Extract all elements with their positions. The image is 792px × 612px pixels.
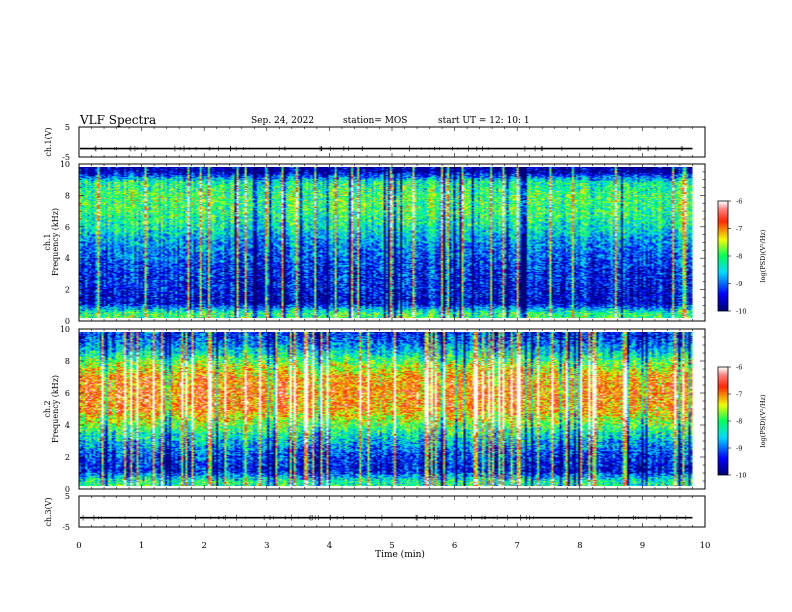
y-tick-label: 2 (65, 453, 70, 462)
colorbar-tick-label: -10 (736, 308, 746, 316)
y-tick-label: 10 (60, 160, 70, 169)
ch2-colorbar-ticks: -6 -7 -8 -9 -10 (728, 364, 746, 480)
colorbar-tick-label: -10 (736, 472, 746, 480)
ch2-spectrogram-channel-label: ch.2 (43, 400, 52, 417)
ch2-spectrogram-ylabel: Frequency (kHz) (51, 375, 60, 443)
y-tick-label: 0 (65, 485, 70, 494)
ch3-ytick-top: 5 (65, 492, 70, 501)
ch1-ytick-top: 5 (65, 123, 70, 132)
y-tick-label: 0 (65, 317, 70, 326)
start-time-label: start UT = 12: 10: 1 (438, 116, 530, 126)
ch1-spectrogram-image (79, 167, 693, 318)
ch3-waveform-ticks (78, 495, 706, 528)
x-tick-label: 3 (264, 541, 269, 551)
x-axis-tick-labels: 0 1 2 3 4 5 6 7 8 9 10 (76, 541, 710, 551)
y-tick-label: 2 (65, 286, 70, 295)
y-tick-label: 8 (65, 357, 70, 366)
x-tick-label: 4 (327, 541, 332, 551)
y-tick-label: 10 (60, 325, 70, 334)
ch1-waveform-ylabel: ch.1(V) (44, 127, 53, 156)
ch3-waveform-frame (78, 495, 706, 528)
station-label: station= MOS (343, 116, 407, 126)
ch1-ytick-bottom: -5 (62, 153, 70, 162)
colorbar-tick-label: -9 (736, 445, 742, 453)
x-tick-label: 7 (514, 541, 519, 551)
x-tick-label: 6 (452, 541, 457, 551)
colorbar-tick-label: -8 (736, 418, 742, 426)
x-tick-label: 8 (577, 541, 582, 551)
colorbar-tick-label: -7 (736, 391, 742, 399)
ch2-colorbar-label: log(PSD)(V²/Hz) (759, 394, 767, 447)
ch2-spectrogram-image (79, 332, 693, 486)
ch1-spectrogram-ylabel: Frequency (kHz) (51, 208, 60, 276)
ch2-spectrogram-panel: 0 2 4 6 8 10 ch.2 Frequency (kHz) (43, 325, 706, 494)
ch1-spectrogram-channel-label: ch.1 (43, 233, 52, 250)
ch1-colorbar: -6 -7 -8 -9 -10 log(PSD)(V²/Hz) (717, 198, 767, 316)
ch3-waveform-panel: 5 -5 ch.3(V) (44, 492, 706, 532)
date-label: Sep. 24, 2022 (251, 116, 314, 126)
colorbar-tick-label: -7 (736, 225, 742, 233)
x-tick-label: 1 (139, 541, 144, 551)
ch1-spectrogram-panel: 0 2 4 6 8 10 ch.1 Frequency (kHz) (43, 160, 706, 326)
ch3-waveform-ylabel: ch.3(V) (44, 497, 53, 526)
x-tick-label: 0 (76, 541, 81, 551)
x-tick-label: 5 (389, 541, 394, 551)
figure-title: VLF Spectra (79, 113, 156, 127)
y-tick-label: 8 (65, 191, 70, 200)
y-tick-label: 4 (65, 421, 70, 430)
y-tick-label: 4 (65, 254, 70, 263)
x-tick-label: 9 (640, 541, 645, 551)
ch2-spectrogram-ticks: 0 2 4 6 8 10 (60, 325, 706, 494)
colorbar-tick-label: -6 (736, 198, 742, 206)
ch1-waveform-ticks (78, 126, 706, 158)
ch1-waveform-frame (78, 126, 706, 158)
ch1-colorbar-ticks: -6 -7 -8 -9 -10 (728, 198, 746, 316)
x-axis-label: Time (min) (375, 549, 425, 560)
ch1-waveform-trace (80, 145, 693, 152)
colorbar-tick-label: -6 (736, 364, 742, 372)
ch3-ytick-bottom: -5 (62, 523, 70, 532)
ch1-spectrogram-ticks: 0 2 4 6 8 10 (60, 160, 706, 326)
y-tick-label: 6 (65, 389, 70, 398)
colorbar-tick-label: -8 (736, 253, 742, 261)
x-tick-label: 2 (201, 541, 206, 551)
ch2-colorbar: -6 -7 -8 -9 -10 log(PSD)(V²/Hz) (717, 364, 767, 480)
ch1-waveform-panel: 5 -5 ch.1(V) (44, 123, 706, 162)
colorbar-tick-label: -9 (736, 280, 742, 288)
y-tick-label: 6 (65, 223, 70, 232)
ch1-colorbar-gradient (718, 201, 728, 311)
ch2-colorbar-gradient (718, 367, 728, 475)
x-tick-label: 10 (700, 541, 711, 551)
ch3-waveform-trace (80, 514, 693, 521)
ch1-colorbar-label: log(PSD)(V²/Hz) (759, 229, 767, 282)
